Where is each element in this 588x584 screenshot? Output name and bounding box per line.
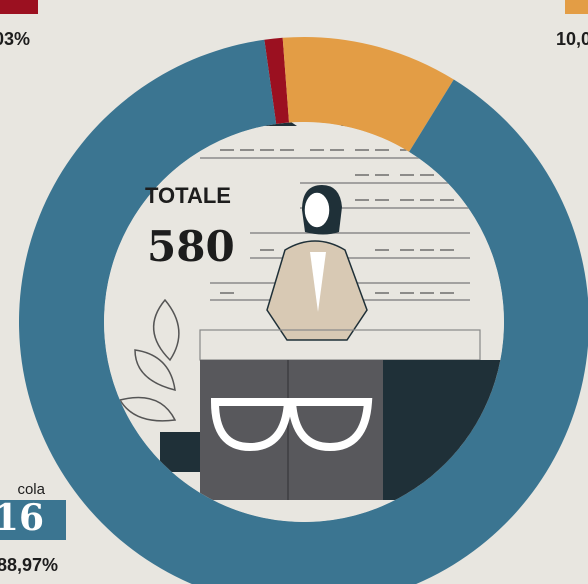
donut-segment — [264, 37, 290, 124]
value-label: 1,03% — [0, 29, 30, 49]
count-box — [0, 500, 66, 540]
total-label: TOTALE — [145, 183, 231, 208]
value-label: 10,00% — [556, 29, 588, 49]
count-label: 516 — [0, 497, 44, 539]
legend-swatch — [0, 0, 38, 14]
donut-segment — [282, 37, 454, 152]
category-label: cola — [17, 481, 45, 498]
total-value: 580 — [147, 222, 235, 271]
value-label: 88,97% — [0, 555, 58, 575]
illustration — [104, 122, 504, 522]
donut-segment — [19, 39, 588, 584]
donut — [19, 37, 588, 584]
legend-swatch — [565, 0, 588, 14]
